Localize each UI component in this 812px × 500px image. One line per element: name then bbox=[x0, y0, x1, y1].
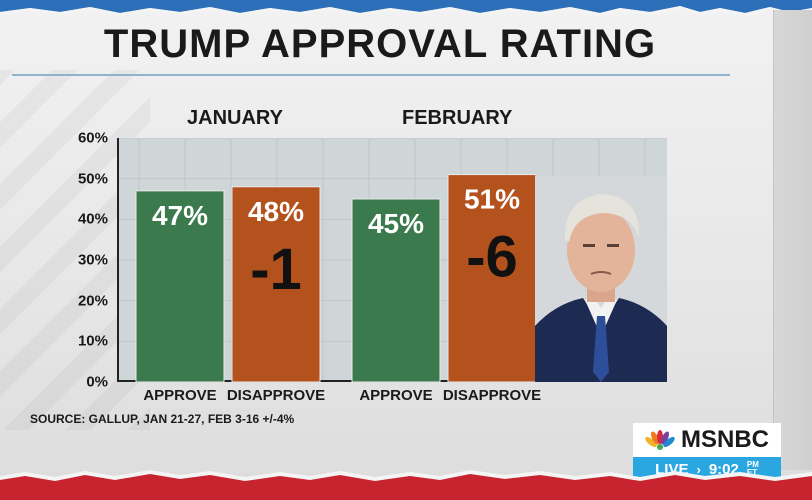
bar-value-label: 48% bbox=[248, 196, 304, 227]
net-difference-label: -6 bbox=[466, 225, 518, 290]
bar-disapprove-february bbox=[447, 174, 537, 382]
y-tick-label: 40% bbox=[77, 210, 108, 228]
net-difference-label: -1 bbox=[250, 237, 302, 302]
category-label-approve: APPROVE bbox=[359, 387, 433, 404]
chart-title: TRUMP APPROVAL RATING bbox=[103, 22, 657, 66]
peacock-icon bbox=[645, 430, 675, 450]
bar-approve-january bbox=[135, 190, 225, 382]
bar-chart: 47% 48% -1 45% 51% -6 bbox=[117, 138, 667, 382]
y-tick-label: 0% bbox=[86, 373, 108, 391]
period-label-february: FEBRUARY bbox=[402, 107, 513, 129]
period-label-january: JANUARY bbox=[187, 107, 283, 129]
timezone: PM ET bbox=[747, 461, 759, 477]
torn-paper-top bbox=[0, 0, 812, 17]
bar-value-label: 45% bbox=[368, 208, 424, 239]
category-label-disapprove: DISAPPROVE bbox=[442, 387, 542, 404]
bar-approve-february bbox=[351, 198, 441, 382]
y-tick-label: 30% bbox=[77, 251, 108, 269]
background-panel-right bbox=[773, 10, 812, 470]
y-tick-label: 10% bbox=[77, 332, 108, 350]
live-arrow: › bbox=[696, 461, 701, 477]
portrait-photo bbox=[535, 176, 667, 382]
timezone-zone: ET bbox=[746, 468, 758, 477]
bar-value-label: 47% bbox=[152, 200, 208, 231]
source-note: SOURCE: GALLUP, JAN 21-27, FEB 3-16 +/-4… bbox=[30, 412, 295, 426]
timezone-ampm: PM bbox=[746, 460, 759, 469]
title-rule bbox=[12, 74, 730, 76]
y-tick-label: 20% bbox=[77, 292, 108, 310]
torn-paper-bottom bbox=[0, 470, 812, 500]
y-tick-label: 60% bbox=[77, 129, 108, 147]
category-label-approve: APPROVE bbox=[143, 387, 217, 404]
network-name: MSNBC bbox=[681, 426, 769, 453]
y-tick-label: 50% bbox=[77, 170, 108, 188]
bar-value-label: 51% bbox=[464, 184, 520, 215]
category-label-disapprove: DISAPPROVE bbox=[226, 387, 326, 404]
bar-disapprove-january bbox=[231, 186, 321, 382]
